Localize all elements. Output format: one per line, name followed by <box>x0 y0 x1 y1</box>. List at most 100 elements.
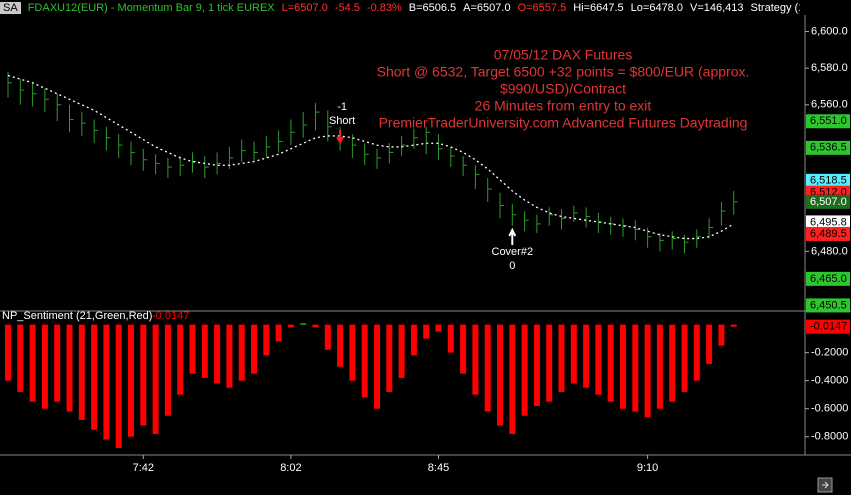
bar <box>595 324 602 395</box>
price-flag-label: 6,495.8 <box>810 216 847 228</box>
bar <box>546 324 553 402</box>
header-item: Strategy (1,1,2 <box>750 2 800 14</box>
bar <box>521 324 528 416</box>
bar <box>177 324 184 395</box>
annotation: Short @ 6532, Target 6500 +32 points = $… <box>377 64 750 80</box>
x-tick-label: 7:42 <box>133 462 154 474</box>
bar <box>226 324 233 388</box>
price-flag <box>806 114 850 129</box>
bar <box>620 324 626 409</box>
price-flag-label: 6,536.5 <box>810 142 847 154</box>
bar <box>607 324 614 402</box>
price-flag-label: 6,518.5 <box>810 175 847 187</box>
bar <box>17 324 24 392</box>
bar <box>238 324 245 381</box>
price-flag <box>806 215 850 230</box>
bar <box>103 324 110 440</box>
bar <box>152 324 159 434</box>
price-flag <box>806 298 850 313</box>
bar <box>509 324 516 434</box>
bar <box>706 324 713 364</box>
bar <box>300 323 307 325</box>
bar <box>91 324 98 430</box>
bar <box>361 324 368 398</box>
bar <box>693 324 700 381</box>
bar <box>558 324 565 392</box>
bar <box>201 324 208 378</box>
price-flag-label: 6,551.0 <box>810 115 847 127</box>
bar <box>251 324 257 374</box>
price-flag <box>806 194 850 209</box>
price-flag-label: 6,489.5 <box>810 228 847 240</box>
header-item: Lo=6478.0 <box>630 2 683 14</box>
bar <box>583 324 590 388</box>
price-flag-label: 6,450.5 <box>810 299 847 311</box>
header-item: FDAXU12(EUR) - Momentum Bar 9, 1 tick EU… <box>27 2 275 14</box>
bar <box>533 324 540 406</box>
bar <box>398 324 405 378</box>
x-tick-label: 8:45 <box>428 462 449 474</box>
indicator-flag-label: -0.0147 <box>810 321 847 333</box>
scroll-icon <box>822 481 829 489</box>
x-tick-label: 8:02 <box>280 462 301 474</box>
bar <box>337 324 344 367</box>
y-tick-label: -0.4000 <box>811 375 848 387</box>
bar <box>349 324 356 381</box>
bar <box>29 324 36 402</box>
indicator-title: NP_Sentiment (21,Green,Red) <box>2 310 152 322</box>
bar <box>669 324 676 402</box>
bar <box>78 324 85 420</box>
price-flag-label: 6,465.0 <box>810 273 847 285</box>
header-item: L=6507.0 <box>281 2 328 14</box>
trade-arrow <box>336 130 344 144</box>
indicator-flag <box>806 319 850 334</box>
bar <box>41 324 48 409</box>
header-item: B=6506.5 <box>408 2 457 14</box>
y-tick-label: 6,600.0 <box>811 25 848 37</box>
bar <box>730 324 737 327</box>
y-tick-label: -0.2000 <box>811 347 848 359</box>
trade-qty: -1 <box>337 101 347 113</box>
bar <box>164 324 171 416</box>
header-item: O=6557.5 <box>517 2 567 14</box>
bar <box>140 324 147 426</box>
x-tick-label: 9:10 <box>637 462 658 474</box>
bar <box>681 324 688 392</box>
y-tick-label: 6,480.0 <box>811 245 848 257</box>
bar <box>5 324 11 381</box>
time-axis <box>0 455 851 495</box>
bar <box>644 324 651 418</box>
header-item: V=146,413 <box>689 2 744 14</box>
bar <box>287 324 294 328</box>
header-item: A=6507.0 <box>463 2 511 14</box>
bar <box>435 324 442 332</box>
y-tick-label: -0.6000 <box>811 403 848 415</box>
trade-label: Short <box>329 115 355 127</box>
bar <box>263 324 270 356</box>
bar <box>718 324 725 346</box>
price-flag-label: 6,507.0 <box>810 196 847 208</box>
trade-label: Cover#2 <box>492 246 534 258</box>
header-item: SA <box>0 2 21 14</box>
bar <box>570 324 577 384</box>
price-flag <box>806 226 850 241</box>
header: SA FDAXU12(EUR) - Momentum Bar 9, 1 tick … <box>0 0 800 16</box>
bar <box>128 324 134 437</box>
bar <box>189 324 196 374</box>
trade-qty: 0 <box>509 260 515 272</box>
header-item: Hi=6647.5 <box>573 2 624 14</box>
y-tick-label: 6,580.0 <box>811 62 848 74</box>
bar <box>460 324 467 374</box>
bar <box>410 324 417 356</box>
annotation: PremierTraderUniversity.com Advanced Fut… <box>379 115 748 131</box>
y-tick-label: -0.8000 <box>811 431 848 443</box>
bar <box>54 324 61 402</box>
indicator-value: -0.0147 <box>152 310 189 322</box>
bar <box>275 324 282 342</box>
annotation: 26 Minutes from entry to exit <box>475 98 652 114</box>
bar <box>115 324 122 448</box>
bar <box>214 324 221 384</box>
bar <box>632 324 639 412</box>
bar <box>312 324 319 328</box>
